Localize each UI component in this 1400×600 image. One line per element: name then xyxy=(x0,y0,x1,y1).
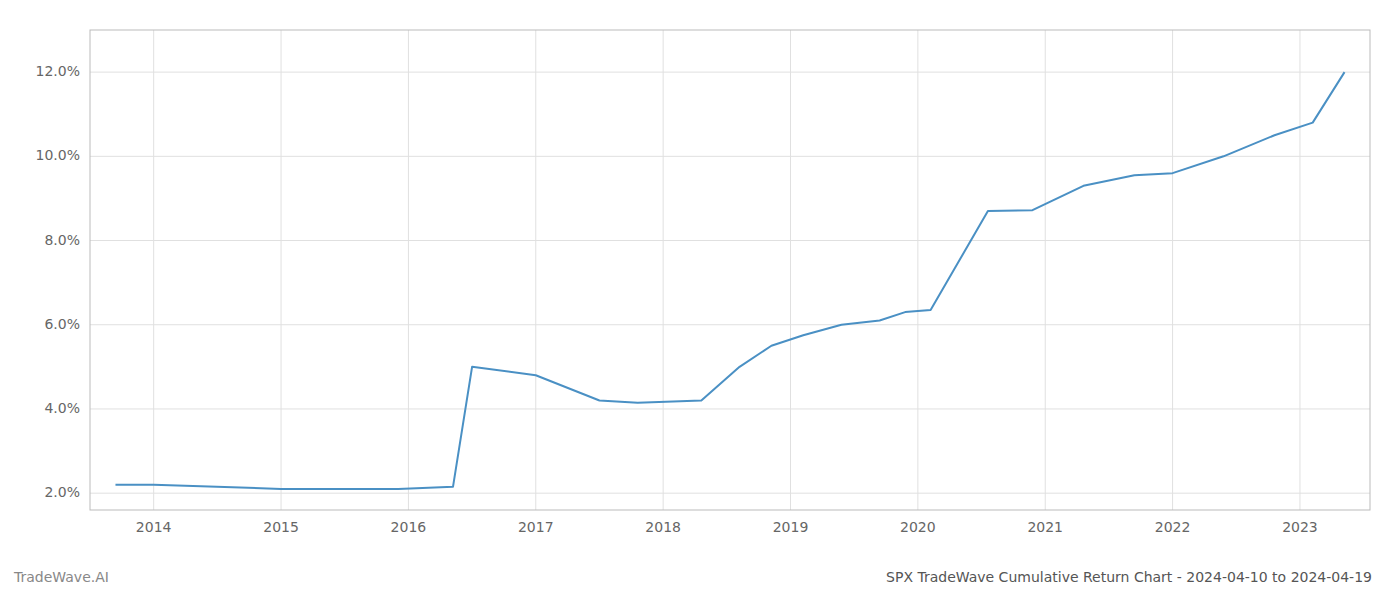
x-tick-label: 2015 xyxy=(263,519,299,535)
axes: 2.0% 4.0% 6.0% 8.0% 10.0% 12.0% 2014 2015 2016 20… xyxy=(36,30,1370,535)
x-grid-line xyxy=(281,30,282,510)
grid xyxy=(90,30,1370,510)
y-tick-label: 10.0% xyxy=(36,147,80,163)
y-tick-label: 6.0% xyxy=(44,316,80,332)
y-grid-line xyxy=(90,72,1370,73)
x-grid-line xyxy=(917,30,918,510)
x-tick-label: 2017 xyxy=(518,519,554,535)
x-tick-label: 2016 xyxy=(391,519,427,535)
y-grid-line xyxy=(90,493,1370,494)
watermark: TradeWave.AI xyxy=(13,569,109,585)
y-grid-line xyxy=(90,408,1370,409)
x-tick-label: 2023 xyxy=(1282,519,1318,535)
x-tick-label: 2018 xyxy=(645,519,681,535)
line xyxy=(115,72,1344,489)
plot-frame xyxy=(90,30,1370,510)
y-tick-label: 12.0% xyxy=(36,63,80,79)
x-tick-label: 2014 xyxy=(136,519,172,535)
series-group xyxy=(115,72,1344,489)
x-tick-label: 2022 xyxy=(1155,519,1191,535)
x-grid-line xyxy=(535,30,536,510)
chart: 2.0% 4.0% 6.0% 8.0% 10.0% 12.0% 2014 2015 2016 20… xyxy=(0,0,1400,600)
x-grid-line xyxy=(1045,30,1046,510)
title: SPX TradeWave Cumulative Return Chart - … xyxy=(886,569,1372,585)
x-grid-line xyxy=(1299,30,1300,510)
y-grid-line xyxy=(90,240,1370,241)
y-tick-label: 8.0% xyxy=(44,232,80,248)
x-grid-line xyxy=(1172,30,1173,510)
x-grid-line xyxy=(153,30,154,510)
x-grid-line xyxy=(408,30,409,510)
x-tick-label: 2019 xyxy=(773,519,809,535)
y-tick-label: 2.0% xyxy=(44,484,80,500)
y-grid-line xyxy=(90,324,1370,325)
x-tick-label: 2020 xyxy=(900,519,936,535)
y-tick-label: 4.0% xyxy=(44,400,80,416)
x-grid-line xyxy=(663,30,664,510)
y-grid-line xyxy=(90,156,1370,157)
x-grid-line xyxy=(790,30,791,510)
x-tick-label: 2021 xyxy=(1027,519,1063,535)
